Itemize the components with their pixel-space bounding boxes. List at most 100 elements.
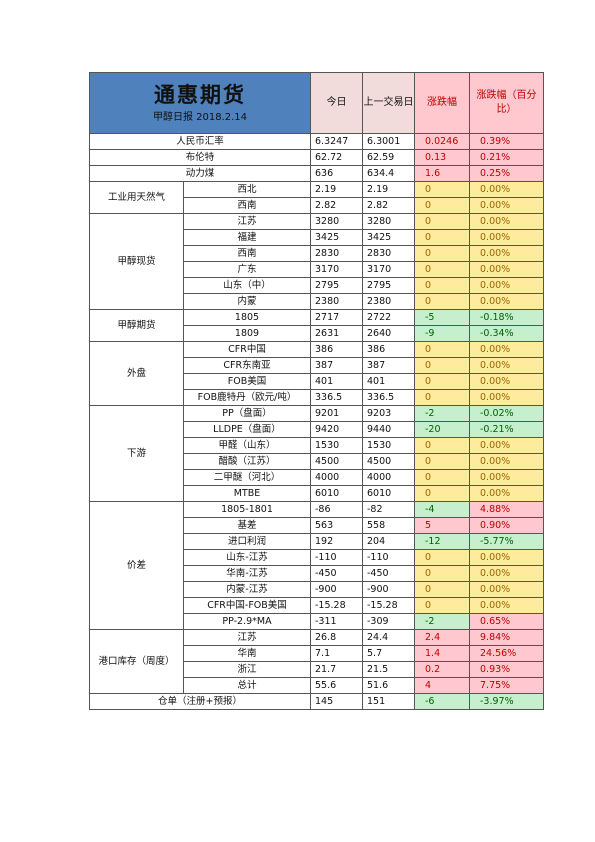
today-value: 145 — [310, 693, 363, 710]
change-value: 1.4 — [414, 645, 470, 662]
change-pct-value: 0.25% — [469, 165, 544, 182]
change-value: 4 — [414, 677, 470, 694]
change-pct-value: 0.39% — [469, 133, 544, 150]
prev-value: -15.28 — [362, 597, 415, 614]
table-row: 甲醛（山东） 1530 1530 0 0.00% — [90, 437, 544, 454]
row-label: 西北 — [183, 181, 311, 198]
change-value: 0 — [414, 437, 470, 454]
prev-value: 6010 — [362, 485, 415, 502]
change-value: 0.0246 — [414, 133, 470, 150]
today-value: 3170 — [310, 261, 363, 278]
row-label: 1805-1801 — [183, 501, 311, 518]
row-label: 总计 — [183, 677, 311, 694]
change-pct-value: -0.02% — [469, 405, 544, 422]
today-value: 6.3247 — [310, 133, 363, 150]
change-pct-value: 0.00% — [469, 389, 544, 406]
report-subtitle: 甲醇日报 2018.2.14 — [152, 112, 248, 123]
today-value: 1530 — [310, 437, 363, 454]
row-label: 华南-江苏 — [183, 565, 311, 582]
prev-value: -309 — [362, 613, 415, 630]
today-value: 9420 — [310, 421, 363, 438]
change-pct-value: 0.00% — [469, 437, 544, 454]
today-value: 62.72 — [310, 149, 363, 166]
today-value: 3425 — [310, 229, 363, 246]
today-value: 563 — [310, 517, 363, 534]
change-value: 0 — [414, 341, 470, 358]
prev-value: 4000 — [362, 469, 415, 486]
table-row: 仓单（注册+预报） 145 151 -6 -3.97% — [89, 693, 544, 710]
change-value: 0 — [414, 357, 470, 374]
change-pct-value: 0.00% — [469, 261, 544, 278]
today-value: 192 — [310, 533, 363, 550]
table-row: CFR中国-FOB美国 -15.28 -15.28 0 0.00% — [90, 597, 544, 614]
row-label: 江苏 — [183, 629, 311, 646]
prev-value: 4500 — [362, 453, 415, 470]
row-label: 江苏 — [183, 213, 311, 230]
table-row: 外盘 CFR中国 386 386 0 0.00% — [89, 341, 544, 406]
row-label: 布伦特 — [89, 149, 311, 166]
row-label: 动力煤 — [89, 165, 311, 182]
change-value: 0 — [414, 213, 470, 230]
change-value: 0 — [414, 197, 470, 214]
prev-value: 634.4 — [362, 165, 415, 182]
change-value: 0 — [414, 485, 470, 502]
change-pct-value: 0.00% — [469, 469, 544, 486]
row-label: 内蒙 — [183, 293, 311, 310]
today-value: 336.5 — [310, 389, 363, 406]
prev-value: 3280 — [362, 213, 415, 230]
table-row: 山东（中） 2795 2795 0 0.00% — [90, 277, 544, 294]
prev-value: -82 — [362, 501, 415, 518]
today-value: 6010 — [310, 485, 363, 502]
table-row: 人民币汇率 6.3247 6.3001 0.0246 0.39% — [89, 133, 544, 150]
change-pct-value: 0.00% — [469, 213, 544, 230]
prev-value: -450 — [362, 565, 415, 582]
prev-value: 2722 — [362, 309, 415, 326]
prev-value: 387 — [362, 357, 415, 374]
col-header-change: 涨跌幅 — [414, 72, 470, 134]
prev-value: 5.7 — [362, 645, 415, 662]
row-label: 浙江 — [183, 661, 311, 678]
today-value: 2.19 — [310, 181, 363, 198]
table-row: 动力煤 636 634.4 1.6 0.25% — [89, 165, 544, 182]
row-label: 仓单（注册+预报） — [89, 693, 311, 710]
row-label: CFR中国-FOB美国 — [183, 597, 311, 614]
change-pct-value: 0.00% — [469, 277, 544, 294]
change-pct-value: 0.00% — [469, 293, 544, 310]
change-value: 0 — [414, 261, 470, 278]
change-value: -12 — [414, 533, 470, 550]
header-row: 通惠期货 甲醇日报 2018.2.14 今日 上一交易日 涨跌幅 涨跌幅（百分比… — [89, 72, 544, 134]
today-value: 387 — [310, 357, 363, 374]
table-row: 港口库存（周度） 江苏 26.8 24.4 2.4 9.84% — [89, 629, 544, 694]
today-value: 26.8 — [310, 629, 363, 646]
today-value: 9201 — [310, 405, 363, 422]
change-pct-value: 0.00% — [469, 453, 544, 470]
table-row: 福建 3425 3425 0 0.00% — [90, 229, 544, 246]
table-row: 价差 1805-1801 -86 -82 -4 4.88% — [89, 501, 544, 630]
change-value: 2.4 — [414, 629, 470, 646]
change-pct-value: -0.18% — [469, 309, 544, 326]
methanol-daily-table: 通惠期货 甲醇日报 2018.2.14 今日 上一交易日 涨跌幅 涨跌幅（百分比… — [89, 72, 544, 710]
row-label: MTBE — [183, 485, 311, 502]
table-row: 华南 7.1 5.7 1.4 24.56% — [90, 645, 544, 662]
prev-value: 2795 — [362, 277, 415, 294]
change-value: 0.2 — [414, 661, 470, 678]
col-header-pct: 涨跌幅（百分比） — [469, 72, 544, 134]
change-pct-value: 0.00% — [469, 181, 544, 198]
change-value: -6 — [414, 693, 470, 710]
prev-value: 9440 — [362, 421, 415, 438]
prev-value: 2830 — [362, 245, 415, 262]
today-value: 401 — [310, 373, 363, 390]
today-value: -450 — [310, 565, 363, 582]
change-pct-value: 0.00% — [469, 357, 544, 374]
change-pct-value: 0.90% — [469, 517, 544, 534]
today-value: -110 — [310, 549, 363, 566]
prev-value: 336.5 — [362, 389, 415, 406]
prev-value: 2.82 — [362, 197, 415, 214]
change-value: 0 — [414, 373, 470, 390]
col-header-prev: 上一交易日 — [362, 72, 415, 134]
table-row: 下游 PP（盘面） 9201 9203 -2 -0.02% — [89, 405, 544, 502]
row-label: 基差 — [183, 517, 311, 534]
row-label: CFR中国 — [183, 341, 311, 358]
row-label: LLDPE（盘面） — [183, 421, 311, 438]
prev-value: 2.19 — [362, 181, 415, 198]
